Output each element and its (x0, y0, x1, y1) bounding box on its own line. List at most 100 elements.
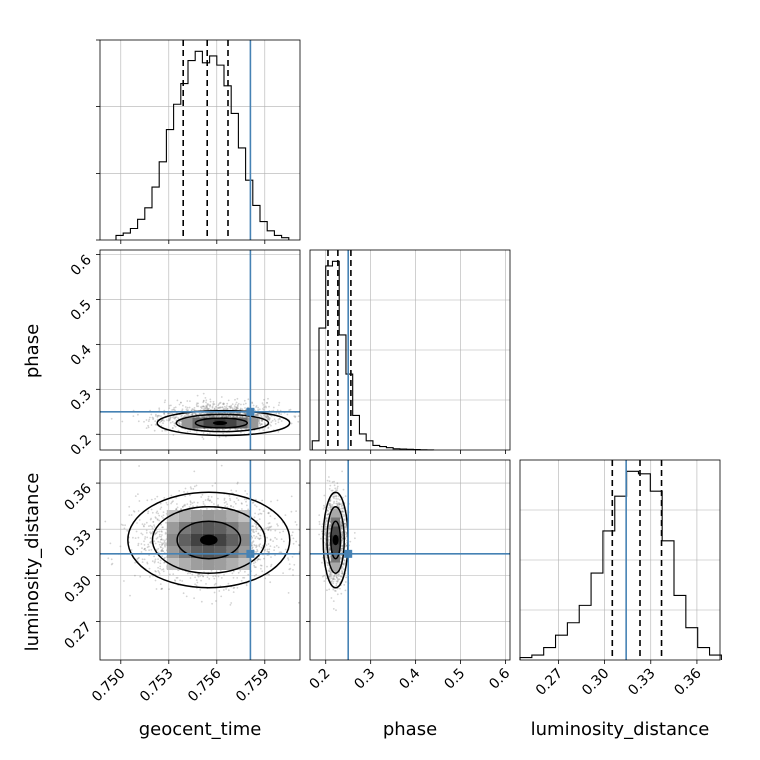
sample-point (236, 406, 239, 409)
sample-point (289, 567, 292, 570)
sample-point (320, 537, 322, 540)
contour-inner (156, 409, 291, 437)
sample-point (344, 495, 347, 498)
density-cell (247, 417, 259, 429)
sample-point (251, 502, 254, 504)
sample-point (212, 415, 215, 418)
sample-point (138, 556, 140, 559)
sample-point (327, 539, 330, 542)
sample-point (175, 496, 178, 499)
sample-point (339, 527, 342, 529)
sample-point (186, 431, 189, 433)
sample-point (238, 412, 241, 415)
sample-point (341, 575, 343, 578)
scatter-points (110, 392, 300, 440)
sample-point (150, 498, 153, 501)
sample-point (331, 481, 334, 483)
density-peak (200, 534, 218, 546)
sample-point (157, 512, 160, 515)
sample-point (156, 518, 159, 520)
density-cell (192, 417, 204, 429)
sample-point (177, 429, 180, 432)
sample-point (206, 499, 209, 501)
sample-point (158, 407, 161, 410)
sample-point (340, 567, 343, 570)
sample-point (256, 413, 259, 416)
sample-point (150, 542, 153, 545)
sample-point (208, 499, 210, 502)
sample-point (110, 558, 113, 561)
sample-point (147, 426, 150, 429)
sample-point (225, 416, 227, 418)
sample-point (342, 511, 345, 513)
sample-point (202, 405, 205, 408)
sample-point (195, 413, 197, 416)
sample-point (221, 415, 224, 418)
sample-point (186, 491, 189, 494)
sample-point (251, 546, 254, 549)
sample-point (211, 416, 213, 418)
sample-point (255, 524, 258, 526)
sample-point (261, 420, 263, 423)
tick-label-x: 0.5 (441, 666, 468, 693)
sample-point (121, 420, 124, 423)
sample-point (168, 418, 170, 421)
sample-point (210, 569, 213, 572)
tick-label-x: 0.36 (671, 665, 704, 698)
xlabel-luminosity-distance: luminosity_distance (531, 719, 710, 740)
sample-point (330, 577, 333, 580)
sample-point (173, 407, 176, 409)
sample-point (338, 578, 341, 580)
sample-point (153, 526, 156, 528)
sample-point (291, 534, 293, 537)
sample-point (329, 576, 331, 578)
sample-point (328, 525, 331, 528)
sample-point (162, 570, 165, 573)
sample-point (209, 398, 212, 401)
sample-point (231, 572, 234, 575)
sample-point (337, 495, 340, 498)
sample-point (267, 543, 270, 545)
sample-point (327, 539, 330, 542)
sample-point (341, 566, 344, 568)
density-cell (178, 558, 191, 570)
sample-point (273, 549, 275, 552)
sample-point (258, 420, 261, 423)
sample-point (204, 407, 207, 409)
sample-point (333, 492, 336, 495)
sample-point (211, 405, 214, 408)
sample-point (293, 415, 296, 417)
sample-point (186, 400, 189, 402)
sample-point (262, 414, 265, 417)
sample-point (155, 548, 158, 551)
sample-point (212, 415, 215, 417)
sample-point (328, 544, 331, 547)
sample-point (220, 595, 223, 598)
sample-point (256, 526, 258, 529)
sample-point (160, 588, 163, 590)
sample-point (171, 427, 174, 430)
sample-point (155, 413, 157, 416)
panel-frame (99, 39, 301, 241)
sample-point (160, 530, 163, 533)
sample-point (335, 580, 338, 583)
sample-point (267, 397, 269, 400)
sample-point (208, 500, 211, 502)
sample-point (173, 422, 176, 425)
sample-point (240, 502, 243, 504)
sample-point (188, 406, 191, 409)
sample-point (215, 415, 218, 418)
sample-point (210, 415, 213, 418)
sample-point (252, 562, 255, 565)
sample-point (325, 525, 327, 528)
sample-point (267, 415, 269, 417)
sample-point (269, 545, 272, 547)
sample-point (158, 414, 161, 417)
sample-point (267, 416, 270, 419)
sample-point (175, 508, 178, 510)
sample-point (335, 495, 338, 498)
tick-label-y: 0.27 (61, 619, 94, 652)
sample-point (332, 496, 335, 498)
sample-point (136, 558, 139, 561)
